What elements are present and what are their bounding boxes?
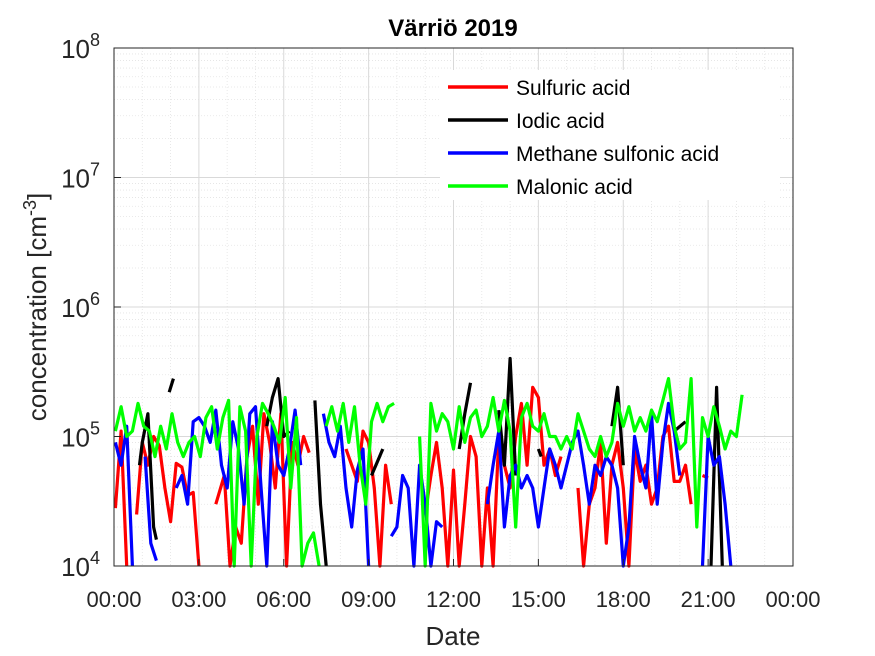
series-lines: [113, 356, 744, 568]
x-tick-label: 12:00: [426, 587, 481, 612]
y-axis-label: concentration [cm-3]: [20, 193, 52, 421]
series-line: [536, 448, 543, 458]
y-tick-label: 108: [61, 30, 100, 64]
y-axis-label-superscript: -3: [20, 200, 40, 216]
series-line: [610, 385, 625, 466]
y-tick-label: 105: [61, 419, 100, 453]
x-tick-label: 15:00: [511, 587, 566, 612]
y-axis-label-suffix: ]: [22, 193, 52, 200]
legend-entry: Malonic acid: [516, 176, 633, 199]
series-line: [457, 382, 473, 450]
legend-box: [440, 70, 780, 200]
series-line: [370, 448, 385, 477]
series-line: [137, 412, 158, 540]
chart-title: Värriö 2019: [388, 15, 517, 42]
series-line: [313, 400, 328, 567]
legend-entry: Methane sulfonic acid: [516, 143, 719, 166]
tick-labels: 00:00 03:00 06:00 09:00 12:00 15:00 18:00 21:00…: [61, 30, 820, 612]
series-line: [265, 377, 291, 439]
legend: Sulfuric acid Iodic acid Methane sulfonic …: [440, 70, 780, 200]
x-tick-label: 18:00: [596, 587, 651, 612]
series-line: [113, 395, 321, 568]
series-line: [321, 413, 371, 567]
legend-entry: Sulfuric acid: [516, 77, 630, 100]
x-tick-label: 06:00: [256, 587, 311, 612]
series-line: [418, 377, 744, 568]
x-axis-label: Date: [426, 621, 481, 651]
series-line: [167, 378, 175, 393]
y-tick-label: 106: [61, 289, 100, 323]
series-line: [143, 456, 158, 562]
y-tick-label: 104: [61, 548, 100, 582]
series-line: [113, 429, 129, 567]
series-line: [709, 385, 724, 567]
y-axis-label-text: concentration [cm: [22, 216, 52, 421]
y-tick-label: 107: [61, 160, 100, 194]
x-tick-label: 09:00: [341, 587, 396, 612]
series-line: [700, 434, 733, 567]
legend-entry: Iodic acid: [516, 110, 605, 133]
x-tick-label: 00:00: [765, 587, 820, 612]
series-line: [389, 463, 444, 568]
x-tick-label: 21:00: [681, 587, 736, 612]
series-line: [113, 424, 134, 567]
series-line: [324, 401, 395, 506]
x-tick-label: 00:00: [86, 587, 141, 612]
x-tick-label: 03:00: [171, 587, 226, 612]
